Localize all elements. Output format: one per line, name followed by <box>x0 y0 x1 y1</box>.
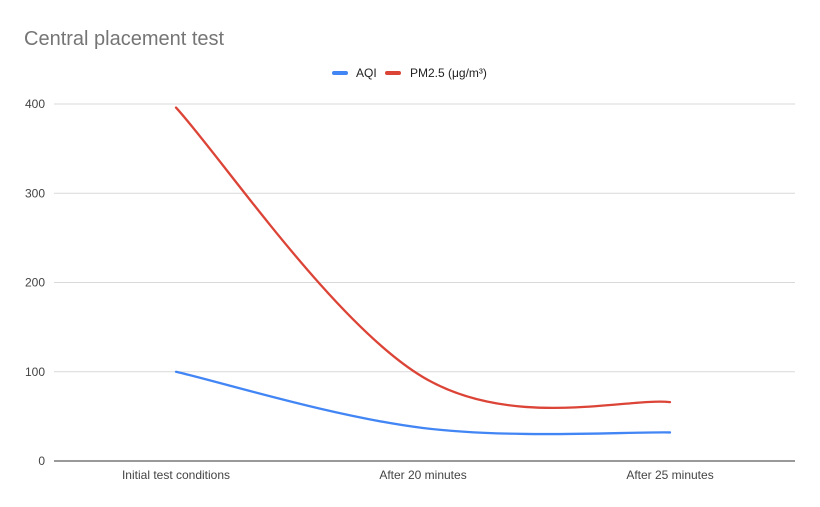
series-line-0 <box>174 370 672 436</box>
y-tick-label: 200 <box>25 276 45 290</box>
chart-title: Central placement test <box>24 28 225 50</box>
y-tick-label: 0 <box>38 454 45 468</box>
x-tick-label: After 20 minutes <box>379 468 466 482</box>
y-tick-label: 100 <box>25 365 45 379</box>
legend: AQI PM2.5 (μg/m³) <box>332 66 487 80</box>
x-tick-label: Initial test conditions <box>122 468 230 482</box>
legend-label: PM2.5 (μg/m³) <box>410 66 487 80</box>
plot-series <box>174 106 672 436</box>
y-tick-label: 300 <box>25 186 45 200</box>
x-axis: Initial test conditions After 20 minutes A… <box>54 460 795 482</box>
legend-label: AQI <box>356 66 377 80</box>
y-axis: 0 100 200 300 400 <box>25 97 45 468</box>
series-line-1 <box>174 106 672 410</box>
x-tick-label: After 25 minutes <box>626 468 713 482</box>
y-tick-label: 400 <box>25 97 45 111</box>
gridlines <box>54 103 795 373</box>
